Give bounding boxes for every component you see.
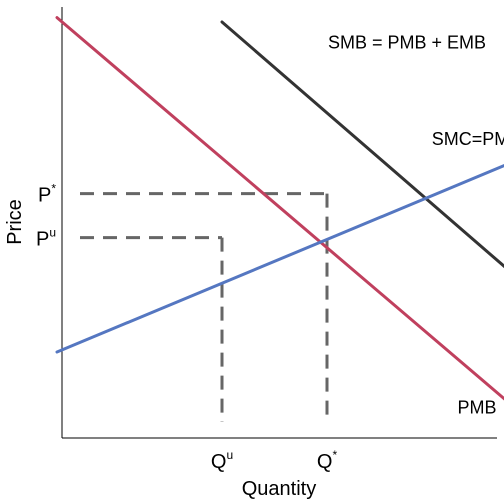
reference-guides [80, 192, 329, 422]
series-label-smb-pmb-emb: SMB = PMB + EMB [328, 32, 486, 52]
series-label-smc-pmc: SMC=PMC [432, 129, 504, 149]
y-axis-label: Price [4, 199, 26, 245]
series-line-smb-pmb-emb [220, 20, 504, 269]
series-lines [55, 16, 504, 401]
axes [61, 7, 497, 439]
reference-tick-labels: P* Q* Pu Qu [36, 182, 337, 473]
series-labels: SMB = PMB + EMB SMC=PMC PMB [328, 32, 504, 417]
x-tick-label-1: Qu [211, 448, 233, 473]
x-axis-label: Quantity [242, 478, 316, 500]
series-line-pmb [55, 16, 504, 401]
y-tick-label-0: P* [38, 182, 56, 207]
y-tick-label-1: Pu [36, 226, 56, 251]
series-label-pmb: PMB [457, 398, 496, 418]
x-tick-label-0: Q* [317, 448, 338, 473]
series-line-smc-pmc [55, 164, 504, 354]
